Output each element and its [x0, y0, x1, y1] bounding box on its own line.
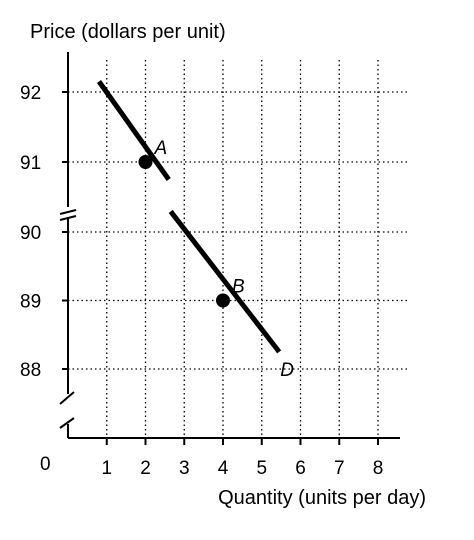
data-points: AB — [138, 138, 245, 308]
x-tick-label-7: 7 — [334, 458, 345, 479]
x-tick-label-5: 5 — [256, 458, 267, 479]
y-axis-break-mark-top-1 — [59, 209, 77, 215]
point-a-label: A — [154, 138, 168, 159]
point-b-label: B — [232, 277, 245, 298]
y-axis-break-mark-low-1 — [59, 391, 75, 405]
y-tick-label-91: 91 — [20, 153, 41, 174]
demand-curve-label: D — [280, 360, 294, 381]
demand-curve-segment-2 — [168, 209, 282, 354]
grid-lines — [68, 60, 410, 438]
point-b-marker — [216, 293, 230, 308]
x-tick-label-4: 4 — [218, 458, 229, 479]
x-ticks: 1 2 3 4 5 6 7 8 — [101, 438, 383, 479]
demand-curve-segment-1 — [96, 80, 171, 181]
x-tick-label-6: 6 — [295, 458, 306, 479]
y-axis-break-mark-top-2 — [59, 215, 77, 221]
y-tick-label-88: 88 — [20, 360, 41, 381]
y-ticks: 92 91 90 89 88 — [20, 83, 68, 381]
y-tick-label-92: 92 — [20, 83, 41, 104]
y-tick-label-89: 89 — [20, 292, 41, 313]
origin-label: 0 — [40, 454, 51, 475]
axes — [59, 52, 400, 439]
demand-curve: D — [96, 80, 294, 381]
y-tick-label-90: 90 — [20, 223, 41, 244]
x-tick-label-2: 2 — [140, 458, 151, 479]
y-axis-label: Price (dollars per unit) — [30, 21, 226, 43]
y-axis-break-mark-low-2 — [59, 417, 75, 429]
x-axis-label: Quantity (units per day) — [218, 487, 426, 509]
x-tick-label-8: 8 — [373, 458, 384, 479]
x-tick-label-3: 3 — [179, 458, 190, 479]
x-tick-label-1: 1 — [101, 458, 112, 479]
point-a-marker — [138, 155, 153, 169]
